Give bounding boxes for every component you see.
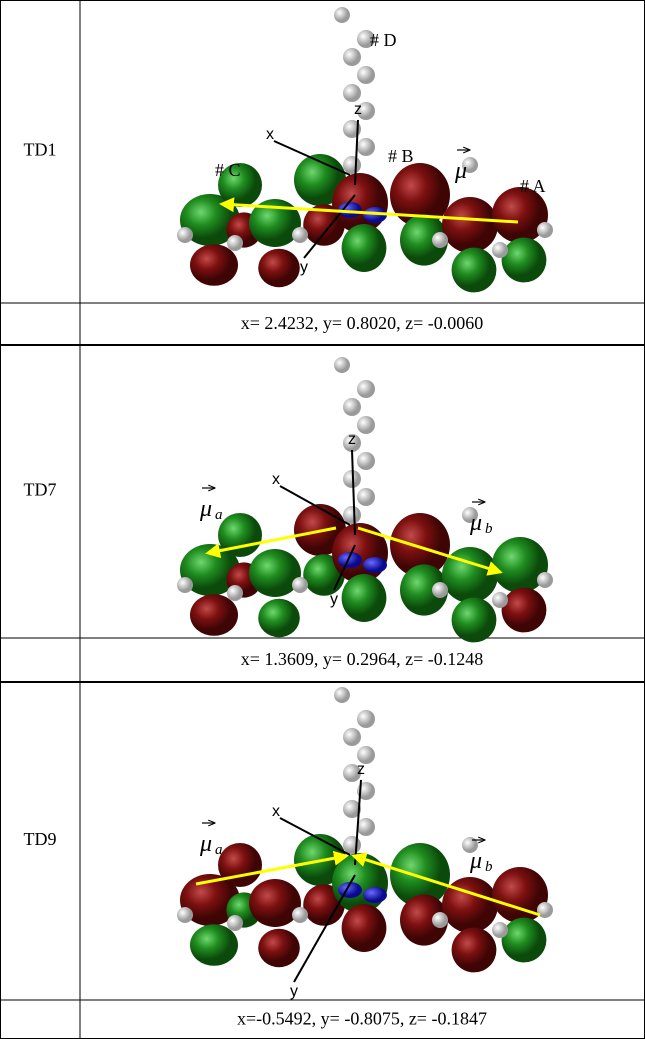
state-label: TD1	[24, 140, 57, 160]
atom	[227, 585, 243, 601]
phenyl-atom	[357, 138, 375, 156]
phenyl-atom	[357, 416, 375, 434]
mu-symbol: μ	[199, 831, 212, 857]
mu-subscript: a	[215, 507, 223, 523]
nitrogen	[363, 887, 387, 903]
atom	[432, 232, 448, 248]
molecule	[177, 7, 553, 292]
orbital-lobe	[502, 588, 547, 633]
orbital-lobe	[190, 594, 238, 636]
axis-label: y	[290, 983, 298, 1000]
orbital-lobe	[249, 549, 301, 597]
orbital-lobe	[249, 879, 301, 927]
orbital-lobe	[190, 924, 238, 966]
atom	[227, 915, 243, 931]
orbital-lobe	[452, 598, 497, 643]
phenyl-atom	[357, 66, 375, 84]
dipole-components: x=-0.5492, y= -0.8075, z= -0.1847	[237, 1009, 487, 1029]
atom	[492, 242, 508, 258]
orbital-lobe	[452, 928, 497, 973]
atom	[292, 577, 308, 593]
orbital-lobe	[332, 173, 388, 233]
axis-label: z	[348, 431, 356, 448]
atom	[432, 582, 448, 598]
orbital-lobe	[452, 248, 497, 293]
axis-label: x	[266, 126, 274, 143]
orbital-lobe	[442, 197, 498, 253]
atom	[177, 907, 193, 923]
orbital-lobe	[258, 249, 300, 287]
mu-symbol: μ	[199, 496, 212, 522]
dipole-components: x= 1.3609, y= 0.2964, z= -0.1248	[241, 649, 483, 669]
orbital-lobe	[342, 574, 387, 622]
molecule	[177, 687, 553, 982]
atom	[432, 912, 448, 928]
axis-label: x	[272, 803, 280, 820]
phenyl-atom	[357, 818, 375, 836]
phenyl-atom	[357, 452, 375, 470]
nitrogen	[363, 557, 387, 573]
dipole-components: x= 2.4232, y= 0.8020, z= -0.0060	[241, 313, 483, 333]
phenyl-atom	[343, 728, 361, 746]
axis-label: x	[272, 471, 280, 488]
fragment-label: # B	[388, 146, 414, 166]
atom	[177, 227, 193, 243]
mu-symbol: μ	[469, 510, 482, 536]
hydrogen	[334, 7, 350, 23]
atom	[292, 907, 308, 923]
state-label: TD7	[24, 480, 57, 500]
orbital-lobe	[218, 843, 262, 887]
dipole-symbol: μa	[199, 831, 223, 859]
phenyl-atom	[343, 48, 361, 66]
orbital-lobe	[332, 853, 388, 913]
axis-label: z	[357, 761, 365, 778]
phenyl-atom	[343, 84, 361, 102]
orbital-lobe	[258, 929, 300, 967]
axis-label: y	[300, 259, 308, 276]
phenyl-atom	[343, 398, 361, 416]
phenyl-atom	[343, 836, 361, 854]
fragment-label: # C	[215, 160, 241, 180]
table-figure: TD1 x= 2.4232, y= 0.8020, z= -0.0060 # D # …	[0, 0, 645, 1039]
atom	[537, 222, 553, 238]
atom	[292, 227, 308, 243]
fragment-label: # A	[520, 176, 546, 196]
mu-subscript: b	[485, 859, 493, 875]
phenyl-atom	[343, 506, 361, 524]
orbital-lobe	[190, 244, 238, 286]
molecule	[177, 357, 553, 642]
atom	[177, 577, 193, 593]
atom	[227, 235, 243, 251]
mu-subscript: a	[215, 842, 223, 858]
orbital-lobe	[258, 599, 300, 637]
atom	[492, 922, 508, 938]
phenyl-atom	[357, 488, 375, 506]
orbital-lobe	[502, 918, 547, 963]
phenyl-atom	[343, 156, 361, 174]
orbital-lobe	[342, 904, 387, 952]
axis-label: y	[330, 591, 338, 608]
dipole-symbol: μ	[454, 158, 467, 184]
axis-label: z	[354, 101, 362, 118]
mu-symbol: μ	[454, 158, 467, 184]
phenyl-atom	[357, 380, 375, 398]
fragment-label: # D	[370, 30, 397, 50]
state-label: TD9	[24, 829, 57, 849]
mu-symbol: μ	[469, 848, 482, 874]
orbital-lobe	[502, 238, 547, 283]
hydrogen	[334, 687, 350, 703]
orbital-lobe	[342, 224, 387, 272]
phenyl-atom	[357, 710, 375, 728]
atom	[537, 572, 553, 588]
mu-subscript: b	[485, 521, 493, 537]
atom	[492, 592, 508, 608]
hydrogen	[334, 357, 350, 373]
